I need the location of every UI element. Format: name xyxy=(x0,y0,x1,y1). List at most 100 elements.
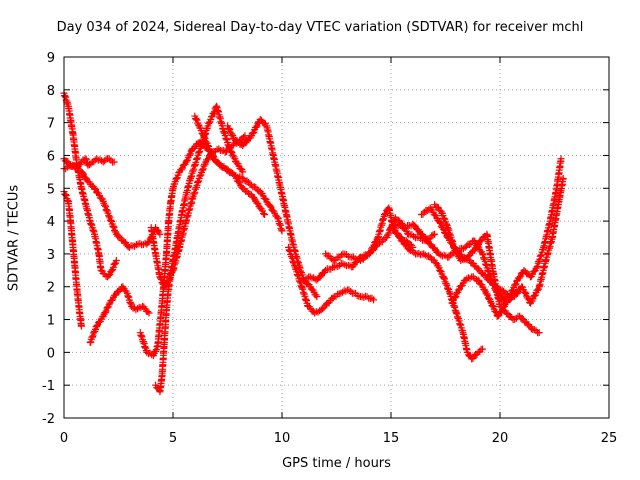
series-markers xyxy=(253,199,263,210)
series-markers xyxy=(395,232,407,246)
y-tick-label: 7 xyxy=(47,117,55,132)
x-tick-label: 20 xyxy=(492,431,509,446)
data-point xyxy=(559,174,567,182)
series-markers xyxy=(308,274,319,283)
x-tick-label: 25 xyxy=(601,431,618,446)
series-markers xyxy=(263,124,277,158)
series-markers xyxy=(528,264,540,280)
series-markers xyxy=(156,373,166,394)
series-markers xyxy=(94,156,106,165)
series-markers xyxy=(358,292,369,301)
series-markers xyxy=(245,190,254,198)
series-markers xyxy=(105,155,116,166)
grid xyxy=(64,57,609,418)
series-markers xyxy=(366,235,381,257)
series-markers xyxy=(549,198,563,240)
data-point xyxy=(557,155,565,163)
data-point xyxy=(204,142,212,150)
series-markers xyxy=(465,247,476,260)
series-markers xyxy=(325,294,337,307)
series-markers xyxy=(345,286,356,297)
series-markers xyxy=(107,291,119,305)
series-markers xyxy=(257,189,272,208)
series-markers xyxy=(527,285,542,305)
series-markers xyxy=(87,220,98,236)
series-markers xyxy=(140,303,152,316)
series-markers xyxy=(547,186,560,223)
series-markers xyxy=(214,160,223,169)
series-markers xyxy=(415,249,426,259)
series-markers xyxy=(183,146,196,165)
y-tick-label: 0 xyxy=(47,346,55,361)
series-markers xyxy=(92,185,106,203)
series-markers xyxy=(236,179,246,191)
series-markers xyxy=(129,304,138,312)
series-markers xyxy=(519,283,534,306)
y-tick-label: -2 xyxy=(42,412,55,427)
series-markers xyxy=(534,245,547,270)
series-arc-19 xyxy=(492,174,567,307)
series-markers xyxy=(134,303,145,313)
series-markers xyxy=(213,104,227,132)
series-markers xyxy=(451,244,464,262)
series-markers xyxy=(205,142,215,157)
data-point xyxy=(93,322,101,330)
series-markers xyxy=(120,238,132,251)
series-markers xyxy=(152,252,164,278)
data-point xyxy=(239,168,247,176)
series-arc-5 xyxy=(86,283,153,347)
series-markers xyxy=(339,287,350,296)
series-markers xyxy=(160,307,170,344)
series-markers xyxy=(283,212,296,246)
series-markers xyxy=(90,156,99,166)
data-point xyxy=(156,230,164,238)
series-arc-13 xyxy=(322,204,417,264)
series-arc-9 xyxy=(191,112,269,219)
series-markers xyxy=(314,268,328,282)
series-markers xyxy=(458,254,470,264)
series-markers xyxy=(341,261,354,270)
data-point xyxy=(234,178,242,186)
series-markers xyxy=(463,274,474,283)
series-markers xyxy=(467,259,479,270)
series-markers xyxy=(479,251,495,282)
series-markers xyxy=(82,156,91,168)
series-markers xyxy=(163,218,172,257)
series-markers xyxy=(105,268,115,279)
series-markers xyxy=(189,177,203,200)
series-markers xyxy=(270,154,283,187)
y-tick-label: 3 xyxy=(47,248,55,263)
series-markers xyxy=(440,274,453,296)
series-markers xyxy=(78,169,91,184)
data-point xyxy=(479,345,487,353)
series-markers xyxy=(61,92,72,108)
series-markers xyxy=(158,340,168,377)
data-point xyxy=(108,266,116,274)
series-markers xyxy=(101,270,110,280)
data-point xyxy=(431,230,439,238)
x-tick-label: 15 xyxy=(383,431,400,446)
series-markers xyxy=(233,160,246,174)
series-markers xyxy=(298,284,312,310)
series-markers xyxy=(471,238,483,254)
series-markers xyxy=(374,212,388,241)
series-markers xyxy=(95,251,105,272)
series-markers xyxy=(401,241,413,254)
data-point xyxy=(313,293,321,301)
series-markers xyxy=(421,251,433,260)
series-markers xyxy=(510,285,525,299)
series-markers xyxy=(542,235,556,264)
series-markers xyxy=(437,251,450,260)
data-point xyxy=(145,309,153,317)
series-markers xyxy=(100,301,113,318)
series-markers xyxy=(120,285,130,295)
series-markers xyxy=(402,222,415,231)
series-markers xyxy=(85,178,97,191)
series-markers xyxy=(145,349,156,359)
series-markers xyxy=(223,166,232,174)
series-markers xyxy=(106,216,120,236)
series-markers xyxy=(231,172,241,185)
series-markers xyxy=(530,326,542,337)
data-point xyxy=(455,286,463,294)
